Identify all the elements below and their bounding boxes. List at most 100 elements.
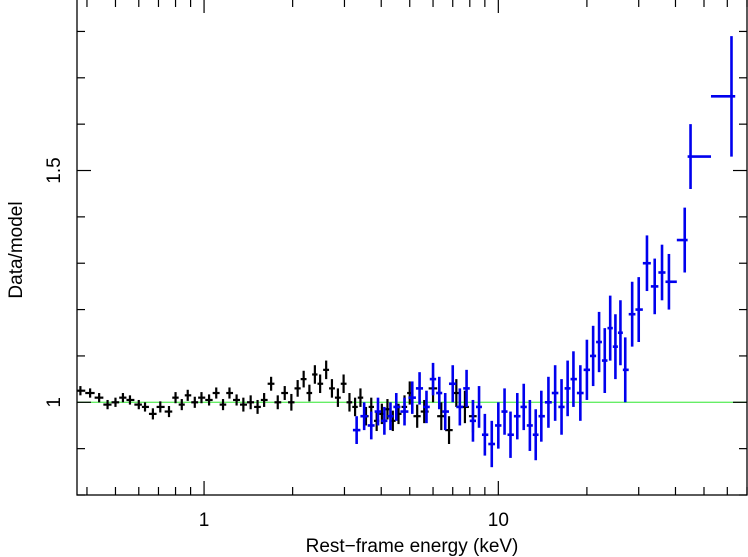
data-point xyxy=(300,370,307,388)
data-point xyxy=(711,36,736,157)
data-point xyxy=(481,413,489,456)
data-point xyxy=(184,389,192,401)
data-point xyxy=(463,369,470,407)
series-blue xyxy=(352,36,736,468)
data-point xyxy=(544,376,552,428)
data-point xyxy=(564,360,571,417)
data-point xyxy=(665,253,677,310)
data-point xyxy=(267,376,275,391)
ticks-layer xyxy=(77,0,748,496)
x-axis-label: Rest−frame energy (keV) xyxy=(306,536,519,557)
data-point xyxy=(111,397,120,407)
data-point xyxy=(247,395,255,410)
data-point xyxy=(628,281,636,347)
data-point xyxy=(469,399,477,442)
data-point xyxy=(513,393,521,440)
x-tick-label: 1 xyxy=(199,510,210,531)
data-point xyxy=(312,365,318,384)
data-point xyxy=(526,399,533,451)
data-point xyxy=(352,397,358,417)
data-point xyxy=(329,379,335,398)
data-point xyxy=(76,386,86,396)
data-point xyxy=(551,365,559,421)
data-point xyxy=(239,397,248,412)
data-point xyxy=(94,393,104,403)
data-point xyxy=(596,311,602,373)
data-point xyxy=(374,397,382,426)
data-point xyxy=(400,397,409,426)
data-point xyxy=(413,404,421,428)
data-point xyxy=(590,325,597,387)
data-point xyxy=(387,402,394,431)
data-point xyxy=(442,393,449,431)
y-axis-label: Data/model xyxy=(6,201,27,298)
data-point xyxy=(212,387,220,399)
data-point xyxy=(576,365,584,421)
y-tick-label: 1.5 xyxy=(44,157,65,183)
data-point xyxy=(156,401,165,413)
data-point xyxy=(226,387,234,399)
data-point xyxy=(381,406,388,435)
data-point xyxy=(357,388,364,407)
data-point xyxy=(687,124,712,190)
data-point xyxy=(260,393,268,407)
data-point xyxy=(148,408,157,420)
data-point xyxy=(642,235,651,292)
data-point xyxy=(583,339,591,400)
data-point xyxy=(119,393,127,403)
series-black xyxy=(76,360,477,445)
data-point xyxy=(558,379,565,435)
data-point xyxy=(85,388,95,398)
data-point xyxy=(323,360,330,380)
data-point xyxy=(164,405,173,418)
data-point xyxy=(178,399,185,411)
data-point xyxy=(507,411,514,458)
data-point xyxy=(172,392,179,404)
data-point xyxy=(141,402,149,412)
data-point xyxy=(334,388,341,407)
data-point xyxy=(601,328,608,394)
data-point xyxy=(288,393,295,411)
data-point xyxy=(538,390,545,442)
data-point xyxy=(219,399,227,411)
data-point xyxy=(198,392,206,404)
data-point xyxy=(352,416,361,445)
data-point xyxy=(306,384,313,402)
data-point xyxy=(126,395,135,405)
data-point xyxy=(658,244,666,301)
data-point xyxy=(612,314,618,380)
data-point xyxy=(495,402,502,449)
y-tick-label: 1 xyxy=(44,397,65,408)
data-point xyxy=(423,390,430,424)
data-point xyxy=(191,396,199,408)
data-point xyxy=(294,380,301,397)
data-point xyxy=(607,295,613,361)
data-point xyxy=(340,374,347,394)
data-point xyxy=(448,365,457,403)
data-point xyxy=(346,393,353,412)
data-point xyxy=(281,386,289,400)
data-point xyxy=(205,394,213,406)
data-point xyxy=(360,402,368,431)
data-point xyxy=(233,394,240,406)
data-point xyxy=(415,372,424,405)
data-point xyxy=(274,395,282,410)
data-point xyxy=(429,362,437,396)
series-layer xyxy=(76,36,736,468)
data-point xyxy=(254,399,261,414)
plot-frame xyxy=(76,0,748,496)
data-point xyxy=(622,337,629,403)
data-point xyxy=(501,388,508,435)
data-point xyxy=(635,277,643,343)
data-point xyxy=(532,409,539,461)
data-point xyxy=(103,399,112,410)
data-point xyxy=(436,376,443,410)
data-point xyxy=(676,207,688,273)
data-point xyxy=(520,383,527,431)
data-point xyxy=(367,411,375,440)
data-point xyxy=(488,420,496,468)
data-point xyxy=(317,374,324,394)
data-point xyxy=(476,386,482,428)
data-point xyxy=(134,399,142,410)
